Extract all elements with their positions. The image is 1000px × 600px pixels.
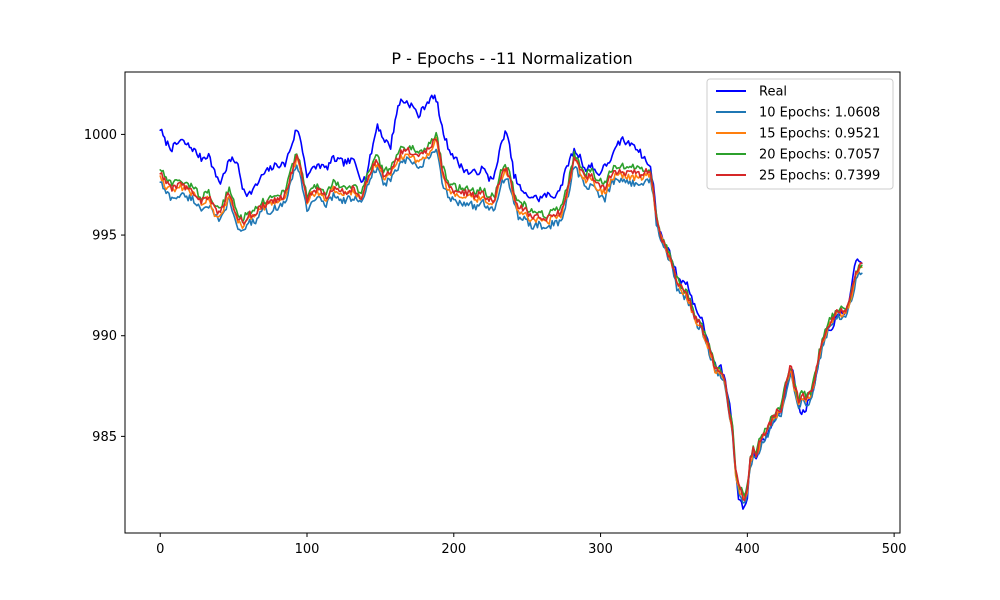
axes-frame — [124, 71, 901, 534]
series-line-1 — [159, 148, 863, 504]
x-tick-label: 400 — [735, 542, 760, 557]
legend-label-1: 10 Epochs: 1.0608 — [759, 106, 880, 121]
legend-label-0: Real — [759, 85, 787, 100]
x-tick-label: 0 — [156, 542, 164, 557]
x-tick-label: 500 — [882, 542, 907, 557]
legend-label-4: 25 Epochs: 0.7399 — [759, 169, 880, 184]
legend-label-3: 20 Epochs: 0.7057 — [759, 148, 880, 163]
x-tick-label: 300 — [588, 542, 613, 557]
series-line-0 — [159, 94, 863, 510]
y-tick-label: 1000 — [84, 128, 117, 143]
series-lines — [159, 94, 863, 510]
x-tick-label: 200 — [441, 542, 466, 557]
chart-title: P - Epochs - -11 Normalization — [391, 49, 632, 68]
y-axis: 985 990 995 1000 — [84, 128, 125, 445]
legend-box — [706, 78, 894, 190]
series-line-4 — [159, 138, 863, 502]
plot-area — [124, 71, 901, 534]
y-tick-label: 995 — [92, 229, 117, 244]
y-tick-label: 990 — [92, 329, 117, 344]
legend-label-2: 15 Epochs: 0.9521 — [759, 127, 880, 142]
x-tick-label: 100 — [295, 542, 320, 557]
x-axis: 0 100 200 300 400 500 — [156, 533, 907, 557]
legend: Real 10 Epochs: 1.0608 15 Epochs: 0.9521 20… — [706, 78, 894, 190]
y-tick-label: 985 — [92, 430, 117, 445]
